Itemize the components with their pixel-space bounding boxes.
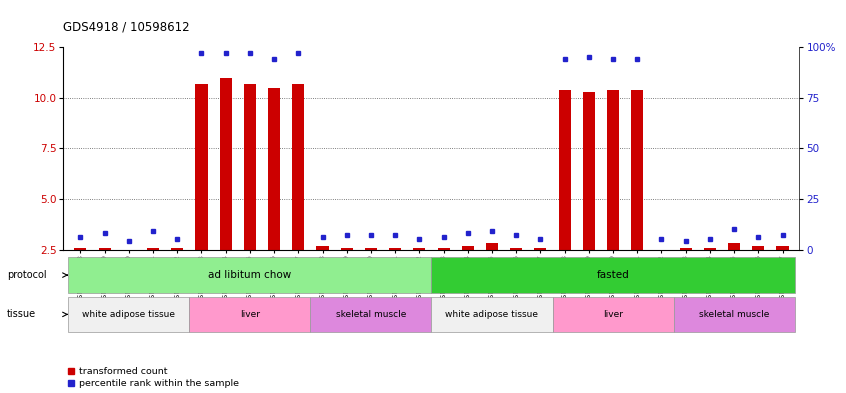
Bar [431,257,794,293]
Bar [583,92,595,250]
Bar [171,248,184,250]
Bar [268,88,280,250]
Bar [777,246,788,250]
Bar [220,77,232,250]
Bar [310,297,431,332]
Bar [607,90,619,250]
Text: fasted: fasted [596,270,629,280]
Bar [414,248,426,250]
Bar [389,248,401,250]
Bar [69,297,190,332]
Bar [462,246,474,250]
Text: GDS4918 / 10598612: GDS4918 / 10598612 [63,20,190,33]
Text: skeletal muscle: skeletal muscle [336,310,406,319]
Bar [74,248,86,250]
Text: tissue: tissue [7,309,36,320]
Bar [147,248,159,250]
Text: protocol: protocol [7,270,47,280]
Bar [292,84,305,250]
Text: liver: liver [240,310,260,319]
Bar [316,246,328,250]
Bar [535,248,547,250]
Text: white adipose tissue: white adipose tissue [446,310,539,319]
Bar [437,248,449,250]
Legend: transformed count, percentile rank within the sample: transformed count, percentile rank withi… [69,367,239,388]
Bar [631,90,643,250]
Bar [752,246,765,250]
Bar [341,248,353,250]
Bar [190,297,310,332]
Bar [704,248,716,250]
Bar [486,244,498,250]
Text: skeletal muscle: skeletal muscle [699,310,769,319]
Bar [365,248,377,250]
Bar [728,244,740,250]
Bar [510,248,522,250]
Text: white adipose tissue: white adipose tissue [82,310,175,319]
Bar [98,248,111,250]
Bar [673,297,794,332]
Bar [558,90,571,250]
Bar [195,84,207,250]
Bar [244,84,256,250]
Bar [69,257,431,293]
Bar [679,248,692,250]
Bar [552,297,673,332]
Text: ad libitum chow: ad libitum chow [208,270,292,280]
Bar [431,297,552,332]
Text: liver: liver [603,310,623,319]
